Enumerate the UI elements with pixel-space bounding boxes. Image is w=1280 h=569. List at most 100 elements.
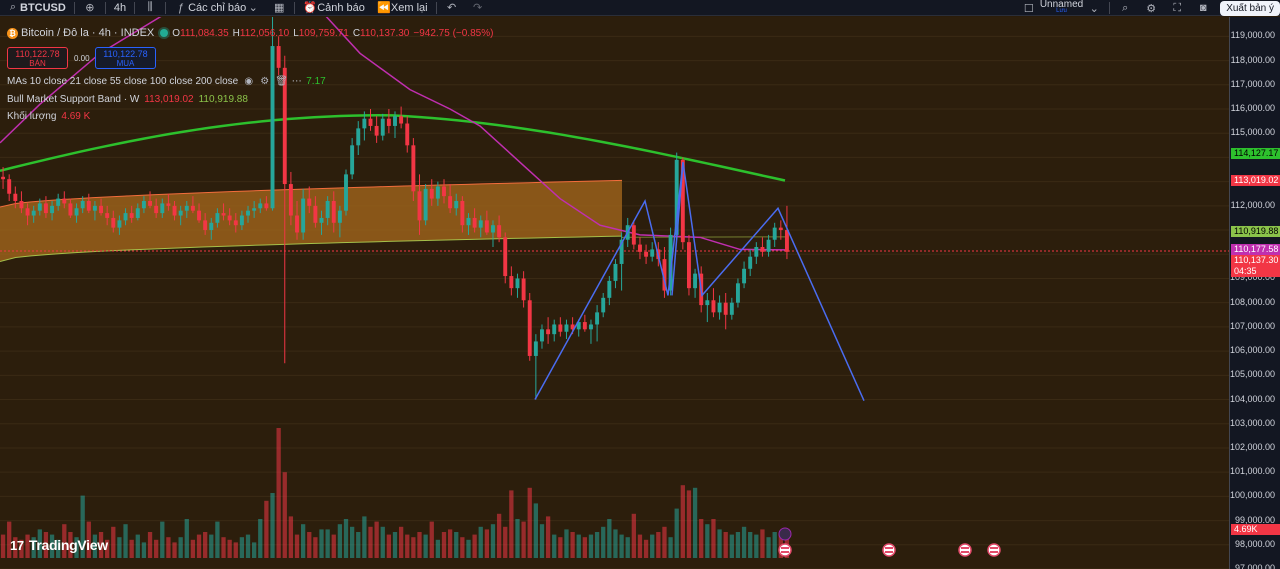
candle-body xyxy=(772,227,777,240)
volume-bar xyxy=(184,519,189,558)
volume-bar xyxy=(80,495,85,558)
candle-body xyxy=(429,188,434,199)
snapshot-button[interactable]: ◙ xyxy=(1190,0,1216,16)
eye-icon[interactable]: ◉ xyxy=(244,76,254,87)
bmsb-legend[interactable]: Bull Market Support Band · W 113,019.02 … xyxy=(7,94,248,105)
volume-bar xyxy=(62,524,67,558)
trash-icon[interactable]: 🗑 xyxy=(275,76,288,87)
volume-bar xyxy=(552,534,557,558)
chart-pane[interactable]: ₿ Bitcoin / Đô la · 4h · INDEX O 111,084.… xyxy=(0,17,1229,569)
volume-bar xyxy=(692,487,698,558)
more-icon[interactable]: ⋯ xyxy=(291,76,302,87)
candle-body xyxy=(454,201,459,209)
volume-bar xyxy=(86,521,91,558)
volume-bar xyxy=(252,542,257,558)
indicators-label: Các chỉ báo xyxy=(188,1,247,14)
price-tick-label: 118,000.00 xyxy=(1230,54,1275,65)
volume-bar xyxy=(576,534,581,558)
publish-button[interactable]: Xuất bản ý xyxy=(1220,0,1280,16)
candle-body xyxy=(472,217,477,228)
candle-body xyxy=(484,220,489,233)
volume-bar xyxy=(441,532,447,558)
settings-button[interactable]: ⚙ xyxy=(1138,0,1164,16)
candle-body xyxy=(546,329,551,335)
candle-body xyxy=(172,205,177,216)
candle-body xyxy=(19,201,24,209)
candle-body xyxy=(423,188,428,221)
volume-bar xyxy=(558,537,563,558)
layout-name: Unnamed Lưu xyxy=(1036,0,1087,15)
settings-icon[interactable]: ⚙ xyxy=(260,76,270,87)
candle-body xyxy=(754,247,759,257)
candle-body xyxy=(233,220,238,226)
indicators-icon: ƒ xyxy=(178,1,185,14)
price-chart[interactable] xyxy=(0,17,1229,569)
candle-body xyxy=(344,174,348,211)
candle-body xyxy=(760,247,765,252)
candle-body xyxy=(619,239,624,264)
compare-button[interactable]: ⊕ xyxy=(77,0,103,16)
buy-button[interactable]: 110,122.78 MUA xyxy=(95,47,156,69)
candle-body xyxy=(362,118,367,129)
toolbar-divider xyxy=(1109,2,1111,14)
alert-button[interactable]: ⏰ Cảnh báo xyxy=(297,0,371,16)
search-icon: ⌕ xyxy=(9,1,17,13)
volume-bar xyxy=(190,539,196,558)
indicators-button[interactable]: ƒ Các chỉ báo ⌄ xyxy=(168,0,266,16)
economic-event-icon xyxy=(882,543,896,557)
alerts-label: Cảnh báo xyxy=(317,1,365,14)
symbol-search[interactable]: ⌕ BTCUSD xyxy=(0,0,72,16)
price-axis[interactable]: 119,000.00 118,000.00 117,000.00 116,000.00… xyxy=(1229,17,1280,569)
volume-bar xyxy=(276,428,281,558)
volume-bar xyxy=(49,534,55,558)
price-tick-label: 112,000.00 xyxy=(1230,199,1275,210)
layout-select[interactable]: ☐ Unnamed Lưu ⌄ xyxy=(1016,0,1107,16)
volume-legend[interactable]: Khối lượng 4.69 K xyxy=(7,111,90,122)
checkbox-icon: ☐ xyxy=(1023,2,1034,15)
volume-bar xyxy=(31,537,36,558)
candle-body xyxy=(644,251,649,257)
candle-body xyxy=(478,220,483,228)
candle-body xyxy=(99,205,104,214)
volume-bar xyxy=(570,532,575,558)
volume-bar xyxy=(43,532,49,558)
ma-legend[interactable]: MAs 10 close 21 close 55 close 100 close… xyxy=(7,76,326,87)
event-flag-stripe xyxy=(961,551,969,553)
price-badge: 113,019.02 xyxy=(1231,175,1280,187)
volume-bar xyxy=(368,526,373,558)
candle-body xyxy=(540,329,544,342)
gear-icon: ⚙ xyxy=(1146,2,1157,15)
quick-search-button[interactable]: ⌕ xyxy=(1112,0,1138,16)
volume-bar xyxy=(527,487,532,558)
candle-body xyxy=(491,225,495,233)
fullscreen-button[interactable]: ⛶ xyxy=(1164,0,1190,16)
candle-body xyxy=(380,118,385,136)
volume-bar xyxy=(313,537,318,558)
volume-bar xyxy=(466,539,471,558)
candle-body xyxy=(631,225,636,245)
replay-button[interactable]: ⏪ Xem lại xyxy=(371,0,434,16)
candle-body xyxy=(466,217,471,226)
candle-body xyxy=(356,128,361,146)
volume-bar xyxy=(160,521,165,558)
price-tick-label: 119,000.00 xyxy=(1230,30,1275,41)
volume-bar xyxy=(625,537,630,558)
timeframe-button[interactable]: 4h xyxy=(108,0,132,16)
ma-label: MAs 10 close 21 close 55 close 100 close… xyxy=(7,76,239,87)
layouts-button[interactable]: ▦ xyxy=(266,0,292,16)
volume-bar xyxy=(374,521,379,558)
undo-button[interactable]: ↶ xyxy=(439,0,465,16)
price-badge: 110,919.88 xyxy=(1231,226,1280,237)
sell-button[interactable]: 110,122.78 BÁN xyxy=(7,47,68,69)
chart-type-button[interactable]: ⫼ xyxy=(137,0,163,16)
volume-bar xyxy=(98,532,104,558)
candle-body xyxy=(86,201,91,211)
volume-bar xyxy=(349,526,355,558)
volume-bar xyxy=(270,493,275,558)
redo-button[interactable]: ↷ xyxy=(465,0,491,16)
tradingview-logo[interactable]: 17 TradingView xyxy=(10,537,108,553)
candle-body xyxy=(784,230,789,252)
event-flag-stripe xyxy=(885,551,893,553)
close-value: 110,137.30 xyxy=(360,27,410,39)
volume-bar xyxy=(319,529,324,558)
